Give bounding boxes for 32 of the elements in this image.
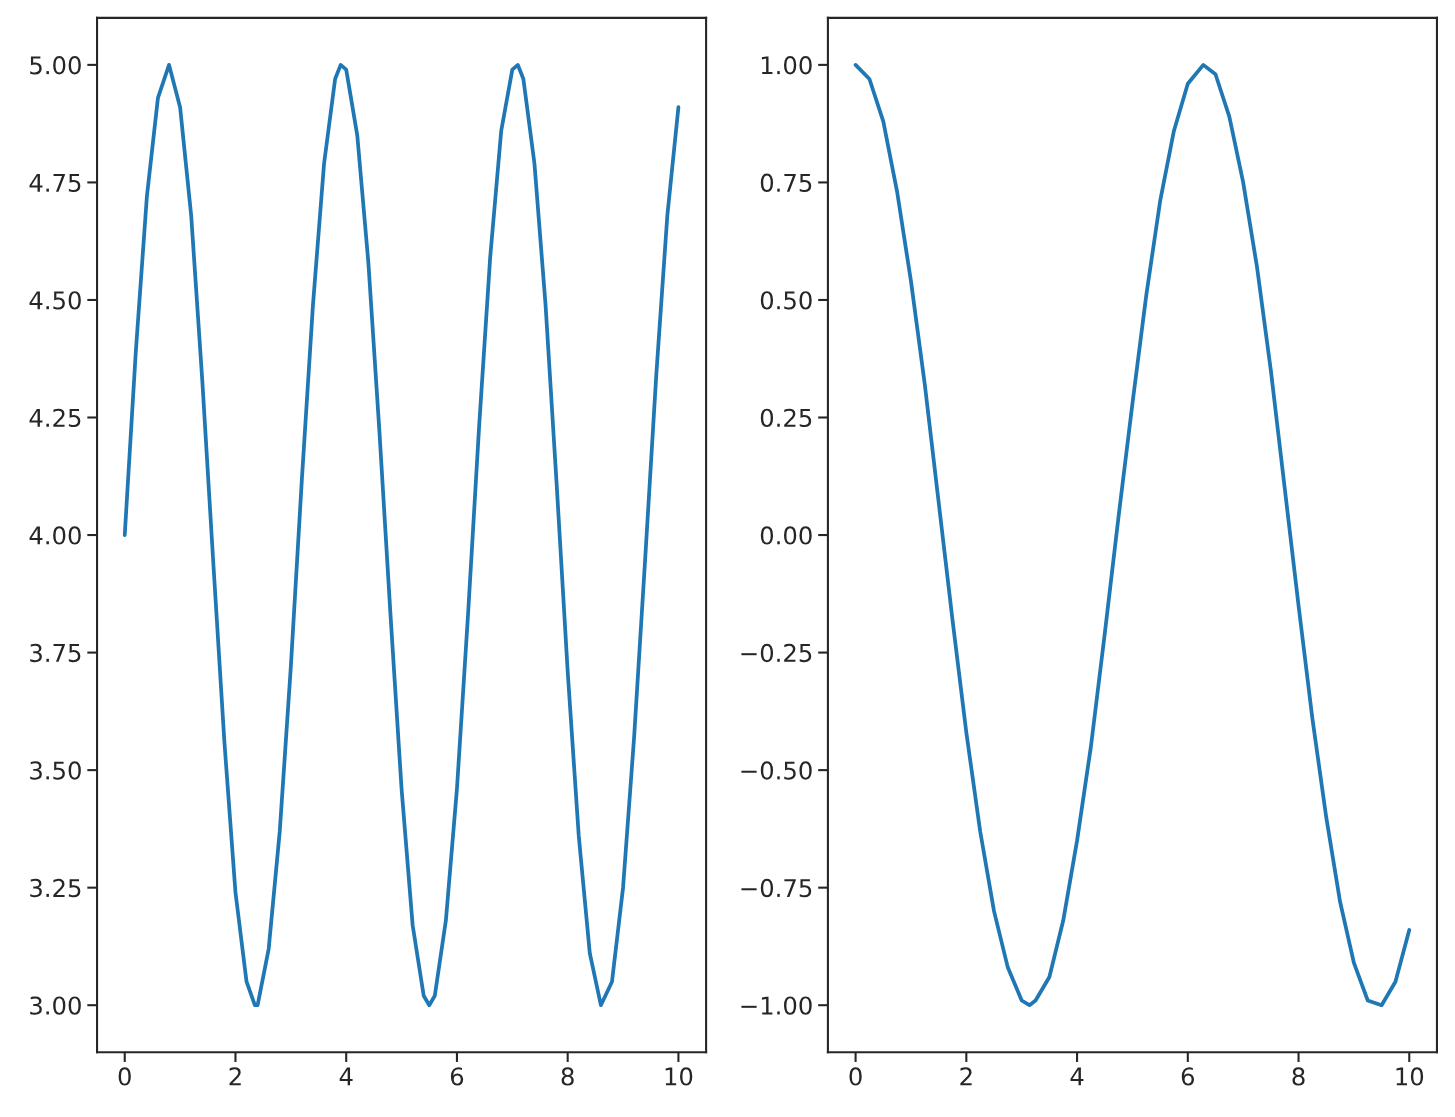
x-tick-label: 2 (960, 1067, 972, 1086)
y-tick-label: 3.75 (30, 643, 81, 663)
x-tick-label: 4 (1070, 1067, 1084, 1086)
y-tick-label: 3.50 (30, 761, 81, 780)
x-tick-label: 0 (118, 1067, 131, 1086)
x-tick-label: 8 (561, 1067, 574, 1086)
y-tick-label: −0.50 (741, 761, 812, 780)
x-tick-label: 2 (229, 1067, 241, 1086)
x-tick-label: 6 (1181, 1067, 1194, 1086)
line-series (122, 63, 681, 1008)
y-tick-label: 0.00 (760, 526, 812, 545)
y-tick-label: 4.00 (29, 526, 81, 545)
x-tick-label: 8 (1292, 1067, 1305, 1086)
y-tick-label: 4.75 (29, 173, 81, 193)
y-tick-label: −0.25 (741, 643, 812, 663)
x-tick-label: 0 (849, 1067, 862, 1086)
y-tick-label: 3.25 (30, 878, 81, 898)
y-tick-label: 4.25 (29, 408, 81, 428)
y-tick-label: 1.00 (761, 56, 812, 75)
y-tick-label: 0.50 (760, 291, 812, 310)
x-tick-label: 6 (450, 1067, 464, 1086)
x-tick-label: 4 (339, 1067, 353, 1086)
x-tick-label: 10 (1396, 1067, 1424, 1086)
line-series (853, 63, 1412, 1008)
y-tick-label: 4.50 (29, 291, 81, 310)
y-tick-label: 0.25 (760, 408, 812, 428)
y-tick-label: −0.75 (741, 878, 812, 898)
x-tick-label: 10 (665, 1067, 693, 1086)
y-tick-label: 0.75 (760, 173, 812, 193)
y-tick-label: −1.00 (741, 996, 812, 1015)
y-tick-label: 5.00 (30, 56, 81, 75)
y-tick-label: 3.00 (30, 996, 81, 1015)
